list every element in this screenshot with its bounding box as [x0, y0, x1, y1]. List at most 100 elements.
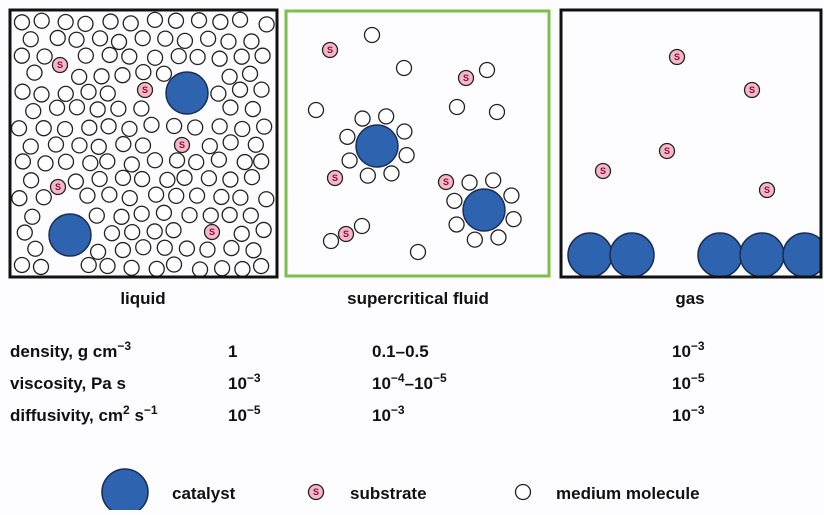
medium-molecule [123, 16, 138, 31]
medium-molecule [169, 188, 184, 203]
medium-molecule [259, 17, 274, 32]
medium-molecule [158, 31, 173, 46]
medium-molecule [214, 189, 229, 204]
medium-molecule [397, 61, 412, 76]
catalyst [102, 469, 148, 510]
medium-molecule [68, 174, 83, 189]
medium-molecule [26, 104, 41, 119]
medium-molecule [399, 148, 414, 163]
substrate-symbol: S [57, 60, 63, 70]
legend-label: catalyst [172, 484, 236, 503]
medium-molecule [233, 190, 248, 205]
text-part: viscosity, Pa s [10, 374, 126, 393]
medium-molecule [100, 86, 115, 101]
medium-molecule [384, 166, 399, 181]
medium-molecule [355, 111, 370, 126]
table-text: 0.1–0.5 [372, 342, 429, 361]
medium-molecule [111, 101, 126, 116]
medium-molecule [309, 103, 324, 118]
medium-molecule [69, 100, 84, 115]
catalyst [356, 125, 398, 167]
medium-molecule [244, 170, 259, 185]
medium-molecule [245, 102, 260, 117]
medium-molecule [122, 121, 137, 136]
medium-molecule [103, 14, 118, 29]
substrate-symbol: S [332, 173, 338, 183]
medium-molecule [504, 188, 519, 203]
medium-molecule [360, 168, 375, 183]
medium-molecule [69, 32, 84, 47]
medium-molecule [144, 117, 159, 132]
catalyst [166, 72, 208, 114]
medium-molecule [147, 153, 162, 168]
medium-molecule [135, 138, 150, 153]
medium-molecule [244, 34, 259, 49]
medium-molecule [222, 69, 237, 84]
medium-molecule [156, 66, 171, 81]
medium-molecule [188, 120, 203, 135]
medium-molecule [149, 261, 164, 276]
medium-molecule [17, 225, 32, 240]
text-part: 10 [672, 406, 691, 425]
medium-molecule [102, 187, 117, 202]
text-part: 10 [372, 406, 391, 425]
medium-molecule [136, 65, 151, 80]
substrate-symbol: S [142, 85, 148, 95]
substrate-symbol: S [463, 73, 469, 83]
medium-molecule [25, 209, 40, 224]
medium-molecule [450, 100, 465, 115]
medium-molecule [190, 49, 205, 64]
medium-molecule [506, 212, 521, 227]
medium-molecule [170, 153, 185, 168]
medium-molecule [224, 241, 239, 256]
medium-molecule [177, 33, 192, 48]
table-text: 1 [228, 342, 237, 361]
medium-molecule [462, 175, 477, 190]
medium-molecule [365, 28, 380, 43]
medium-molecule [115, 68, 130, 83]
substrate-symbol: S [600, 166, 606, 176]
medium-molecule [72, 138, 87, 153]
medium-molecule [134, 101, 149, 116]
medium-molecule [90, 102, 105, 117]
medium-molecule [100, 259, 115, 274]
medium-molecule [202, 139, 217, 154]
substrate-symbol: S [179, 140, 185, 150]
superscript: −3 [391, 403, 405, 417]
medium-molecule [254, 259, 269, 274]
medium-molecule [135, 31, 150, 46]
medium-molecule [115, 243, 130, 258]
medium-molecule [36, 121, 51, 136]
text-part: 0.1–0.5 [372, 342, 429, 361]
medium-molecule [48, 137, 63, 152]
medium-molecule [104, 226, 119, 241]
medium-molecule [83, 156, 98, 171]
medium-molecule [59, 154, 74, 169]
medium-molecule [201, 171, 216, 186]
medium-molecule [82, 120, 97, 135]
medium-molecule [211, 86, 226, 101]
medium-molecule [125, 225, 140, 240]
medium-molecule [58, 122, 73, 137]
medium-molecule [235, 262, 250, 277]
medium-molecule [167, 257, 182, 272]
panel-label: liquid [120, 289, 165, 308]
catalyst [698, 233, 742, 277]
medium-molecule [94, 69, 109, 84]
substrate-symbol: S [327, 45, 333, 55]
medium-molecule [233, 12, 248, 27]
medium-molecule [157, 240, 172, 255]
substrate-symbol: S [674, 52, 680, 62]
substrate-symbol: S [209, 227, 215, 237]
medium-molecule [411, 245, 426, 260]
medium-molecule [223, 135, 238, 150]
medium-molecule [211, 152, 226, 167]
superscript: −3 [691, 339, 705, 353]
legend-label: substrate [350, 484, 427, 503]
medium-molecule [34, 13, 49, 28]
medium-molecule [168, 13, 183, 28]
medium-molecule [259, 192, 274, 207]
liquid-panel-content: SSSSS [12, 12, 275, 277]
medium-molecule [233, 82, 248, 97]
